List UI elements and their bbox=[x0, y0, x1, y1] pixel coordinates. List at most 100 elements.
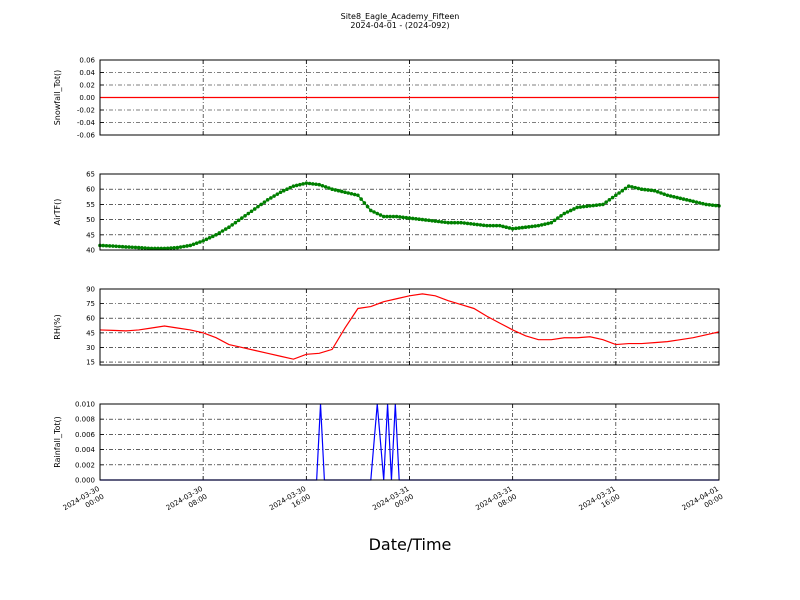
data-point bbox=[362, 201, 367, 205]
data-point bbox=[472, 222, 476, 226]
panel-3: 15 30 45 60 75 90 RH(%) bbox=[53, 286, 720, 367]
data-point bbox=[468, 221, 473, 226]
data-point bbox=[559, 214, 563, 218]
data-point bbox=[588, 204, 592, 208]
y-axis-label: Rainfall_Tot() bbox=[53, 416, 62, 468]
data-point bbox=[127, 245, 131, 249]
data-point bbox=[220, 229, 225, 233]
data-point bbox=[117, 244, 122, 249]
data-point bbox=[252, 207, 257, 211]
data-point bbox=[404, 215, 409, 220]
data-point bbox=[678, 196, 683, 201]
data-point bbox=[401, 215, 405, 220]
y-tick-label: 45 bbox=[86, 329, 95, 337]
data-point bbox=[281, 188, 286, 193]
data-point bbox=[175, 245, 180, 250]
y-tick-label: 75 bbox=[86, 300, 95, 308]
data-point bbox=[104, 243, 109, 248]
data-point bbox=[494, 223, 499, 228]
data-point bbox=[165, 246, 170, 251]
data-point bbox=[565, 210, 570, 214]
data-point bbox=[556, 216, 560, 220]
data-point bbox=[578, 205, 583, 209]
data-point bbox=[684, 198, 689, 202]
data-point bbox=[246, 211, 251, 216]
data-point bbox=[259, 202, 264, 207]
data-point bbox=[481, 223, 486, 228]
y-tick-label: 55 bbox=[86, 201, 95, 209]
data-point bbox=[278, 190, 283, 195]
data-point bbox=[549, 220, 554, 225]
data-point bbox=[649, 188, 654, 193]
data-point bbox=[391, 214, 396, 219]
data-point bbox=[217, 231, 222, 235]
series-line-4 bbox=[100, 403, 719, 481]
data-point bbox=[201, 239, 205, 243]
data-point bbox=[314, 182, 318, 187]
data-point bbox=[710, 203, 715, 207]
data-point bbox=[172, 246, 176, 250]
y-tick-label: 0.002 bbox=[75, 461, 95, 469]
y-tick-label: 40 bbox=[86, 247, 95, 255]
data-point bbox=[162, 246, 167, 251]
data-point bbox=[491, 223, 496, 228]
data-point bbox=[456, 220, 460, 225]
data-point bbox=[227, 225, 231, 229]
data-point bbox=[594, 203, 599, 207]
data-point bbox=[275, 192, 280, 196]
data-point bbox=[236, 218, 241, 223]
data-point bbox=[317, 182, 322, 187]
data-point bbox=[120, 244, 125, 249]
y-tick-label: 65 bbox=[86, 171, 95, 179]
y-tick-label: 50 bbox=[86, 216, 95, 224]
data-point bbox=[323, 185, 328, 189]
data-point bbox=[543, 222, 547, 226]
data-point bbox=[488, 223, 492, 228]
data-point bbox=[452, 220, 457, 225]
data-point bbox=[385, 214, 389, 219]
y-tick-label: 90 bbox=[86, 286, 95, 294]
panel-frame bbox=[99, 403, 720, 481]
data-point bbox=[601, 202, 605, 207]
data-point bbox=[156, 246, 160, 251]
data-point bbox=[704, 202, 708, 207]
data-point bbox=[623, 186, 628, 191]
y-axis-label: AirTF() bbox=[53, 199, 62, 226]
data-point bbox=[659, 191, 663, 195]
data-point bbox=[365, 204, 370, 209]
data-point bbox=[462, 221, 467, 225]
data-point bbox=[497, 223, 502, 228]
data-point bbox=[288, 185, 293, 190]
data-point bbox=[143, 246, 147, 250]
data-point bbox=[465, 221, 470, 226]
data-point bbox=[414, 217, 418, 221]
data-point bbox=[420, 217, 425, 222]
data-point bbox=[439, 220, 444, 224]
data-point bbox=[123, 245, 128, 249]
data-point bbox=[423, 218, 428, 222]
data-point bbox=[307, 181, 312, 186]
data-point bbox=[701, 201, 705, 206]
y-tick-label: 0.00 bbox=[79, 94, 95, 102]
data-point bbox=[675, 195, 679, 200]
data-point bbox=[140, 246, 144, 250]
data-point bbox=[514, 226, 518, 231]
panel-4: 0.000 0.002 0.004 0.006 0.008 0.010 Rainfall_T… bbox=[53, 401, 720, 485]
data-point bbox=[459, 220, 463, 225]
data-point bbox=[336, 188, 341, 193]
data-point bbox=[356, 193, 360, 198]
data-point bbox=[146, 246, 151, 251]
data-point bbox=[394, 214, 399, 219]
data-point bbox=[272, 194, 276, 198]
data-point bbox=[697, 201, 702, 205]
data-point bbox=[233, 220, 238, 225]
data-point bbox=[114, 244, 118, 249]
data-point bbox=[223, 227, 228, 231]
data-point bbox=[539, 223, 544, 227]
panel-frame bbox=[99, 59, 720, 136]
data-point bbox=[552, 218, 557, 223]
data-point bbox=[211, 234, 215, 239]
y-tick-label: 0.010 bbox=[75, 401, 95, 409]
data-point bbox=[240, 216, 244, 220]
